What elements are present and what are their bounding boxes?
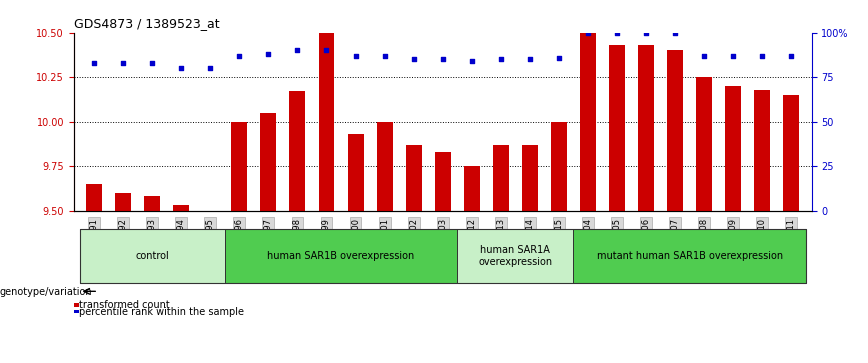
Point (174, 65, 188, 71)
Bar (574, 229, 806, 283)
Point (785, 53, 799, 59)
Point (116, 60, 130, 66)
Point (233, 53, 247, 59)
Point (378, 53, 391, 59)
Point (581, 30, 595, 36)
Text: mutant human SAR1B overexpression: mutant human SAR1B overexpression (596, 251, 783, 261)
Point (349, 53, 363, 59)
Bar (225, 229, 457, 283)
Text: genotype/variation: genotype/variation (0, 287, 93, 297)
Point (407, 56, 421, 62)
Point (523, 56, 536, 62)
Text: human SAR1A
overexpression: human SAR1A overexpression (478, 245, 552, 267)
Point (291, 48, 305, 53)
Bar (232, 122, 247, 211)
Bar (174, 205, 189, 211)
Text: GDS4873 / 1389523_at: GDS4873 / 1389523_at (74, 17, 220, 30)
Text: control: control (135, 251, 169, 261)
Point (319, 48, 333, 53)
Point (145, 60, 159, 66)
Bar (464, 166, 480, 211)
Bar (319, 33, 334, 211)
Text: human SAR1B overexpression: human SAR1B overexpression (267, 251, 415, 261)
Point (639, 30, 653, 36)
Bar (144, 196, 161, 211)
Point (610, 30, 624, 36)
Bar (115, 193, 131, 211)
Bar (522, 145, 538, 211)
Bar (725, 86, 741, 211)
Bar (80, 229, 225, 283)
Bar (260, 113, 276, 211)
Bar (754, 90, 770, 211)
Bar (638, 45, 654, 211)
Bar (667, 50, 683, 211)
Point (668, 30, 682, 36)
Bar (696, 77, 712, 211)
Bar (435, 152, 450, 211)
Point (203, 65, 217, 71)
Point (755, 53, 769, 59)
Point (464, 58, 478, 64)
Bar (405, 145, 422, 211)
Bar (551, 122, 567, 211)
Bar (86, 184, 102, 211)
Bar (493, 145, 509, 211)
Point (697, 53, 711, 59)
Point (261, 51, 275, 57)
Point (552, 55, 566, 61)
Bar (783, 95, 799, 211)
Text: percentile rank within the sample: percentile rank within the sample (80, 307, 245, 317)
Bar (457, 229, 574, 283)
Point (436, 56, 450, 62)
Bar (580, 33, 596, 211)
Bar (377, 122, 392, 211)
Point (494, 56, 508, 62)
Text: transformed count: transformed count (80, 300, 170, 310)
Bar (347, 134, 364, 211)
Point (727, 53, 740, 59)
Bar (289, 91, 306, 211)
Point (87, 60, 101, 66)
Bar (609, 45, 625, 211)
